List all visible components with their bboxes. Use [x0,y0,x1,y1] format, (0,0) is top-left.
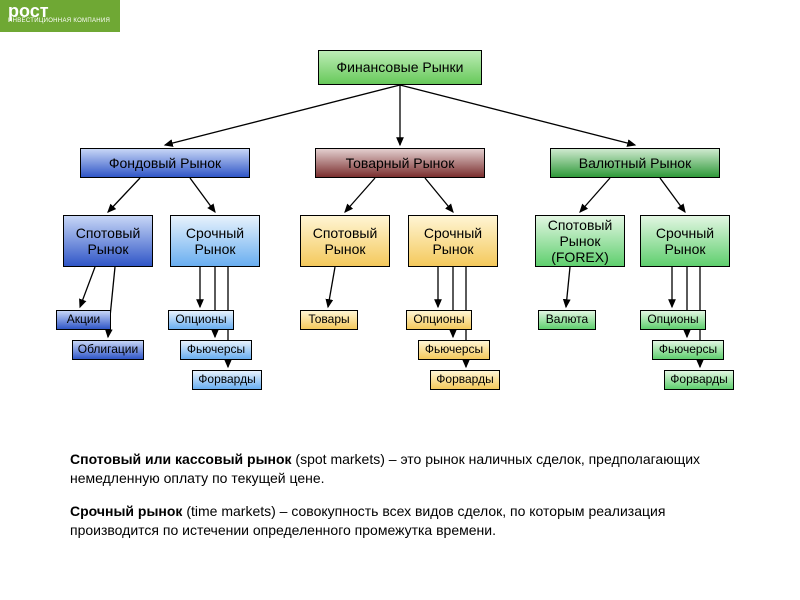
desc-p2: Срочный рынок (time markets) – совокупно… [70,502,730,540]
leaf-curr_deriv-0: Опционы [640,310,706,330]
sub-node-stock-0: Спотовый Рынок [63,215,153,267]
desc-p1-bold: Спотовый или кассовый рынок [70,451,292,467]
leaf-comm_spot-0: Товары [300,310,358,330]
logo-tagline: ИНВЕСТИЦИОННАЯ КОМПАНИЯ [8,18,112,24]
sub-node-currency-1: Срочный Рынок [640,215,730,267]
leaf-stock_deriv-1: Фьючерсы [180,340,252,360]
description: Спотовый или кассовый рынок (spot market… [70,450,730,554]
leaf-comm_deriv-2: Форварды [430,370,500,390]
market-node-1: Товарный Рынок [315,148,485,178]
sub-node-currency-0: Спотовый Рынок (FOREX) [535,215,625,267]
leaf-comm_deriv-1: Фьючерсы [418,340,490,360]
desc-p2-bold: Срочный рынок [70,503,182,519]
root-node: Финансовые Рынки [318,50,482,85]
desc-p1: Спотовый или кассовый рынок (spot market… [70,450,730,488]
market-node-0: Фондовый Рынок [80,148,250,178]
sub-node-commodity-1: Срочный Рынок [408,215,498,267]
leaf-stock_spot-1: Облигации [72,340,144,360]
sub-node-commodity-0: Спотовый Рынок [300,215,390,267]
leaf-comm_deriv-0: Опционы [406,310,472,330]
sub-node-stock-1: Срочный Рынок [170,215,260,267]
leaf-stock_spot-0: Акции [56,310,111,330]
leaf-curr_deriv-1: Фьючерсы [652,340,724,360]
leaf-stock_deriv-2: Форварды [192,370,262,390]
market-node-2: Валютный Рынок [550,148,720,178]
logo: рост ИНВЕСТИЦИОННАЯ КОМПАНИЯ [0,0,120,32]
leaf-stock_deriv-0: Опционы [168,310,234,330]
leaf-curr_deriv-2: Форварды [664,370,734,390]
leaf-curr_spot-0: Валюта [538,310,596,330]
